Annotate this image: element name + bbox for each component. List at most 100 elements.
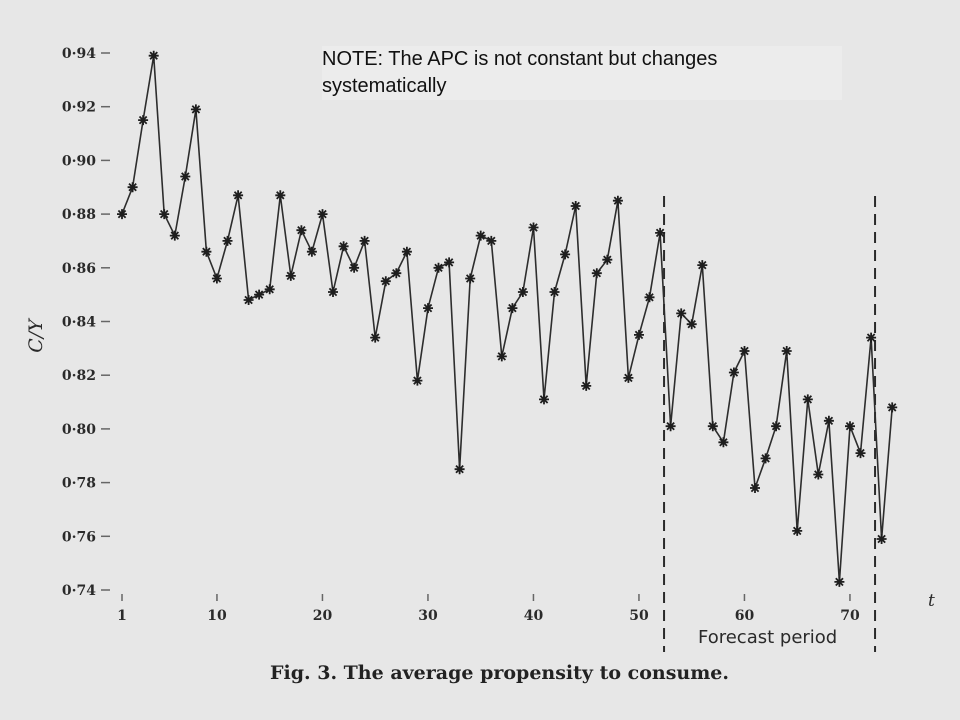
x-tick-label: 40: [524, 608, 544, 624]
data-point: [180, 171, 191, 182]
data-point: [190, 104, 201, 115]
data-point: [539, 394, 549, 405]
data-point: [686, 319, 697, 330]
data-point: [634, 329, 644, 340]
data-point: [391, 268, 402, 279]
data-point: [423, 303, 433, 314]
data-point: [771, 421, 782, 432]
data-point: [623, 372, 634, 383]
data-point: [359, 235, 370, 246]
data-point: [201, 246, 212, 257]
data-point: [834, 576, 845, 587]
data-point: [317, 209, 328, 220]
data-point: [465, 273, 476, 284]
data-point: [549, 287, 560, 297]
data-point: [496, 351, 507, 362]
data-point: [275, 190, 286, 201]
data-point: [401, 246, 412, 257]
data-point: [813, 469, 824, 480]
data-point: [159, 209, 170, 220]
x-tick-label: 30: [418, 608, 438, 624]
y-tick-label: 0·80: [62, 422, 96, 438]
data-point: [792, 525, 803, 536]
data-point: [433, 262, 444, 273]
data-point: [855, 448, 866, 459]
data-point: [285, 270, 296, 281]
x-tick-label: 50: [629, 608, 649, 624]
data-point: [760, 453, 771, 464]
data-point: [802, 394, 813, 405]
data-point: [697, 260, 708, 271]
data-point: [823, 415, 834, 426]
data-point: [211, 273, 222, 284]
y-tick-label: 0·84: [62, 315, 96, 331]
y-tick-label: 0·76: [62, 529, 96, 545]
y-axis-label: C/Y: [25, 317, 47, 353]
x-tick-label: 1: [117, 608, 127, 624]
data-point: [127, 182, 138, 193]
data-point: [138, 115, 149, 126]
data-point: [570, 201, 581, 211]
data-point: [296, 225, 307, 236]
data-point: [486, 235, 497, 246]
y-tick-label: 0·74: [62, 583, 96, 599]
data-point: [444, 257, 455, 268]
data-point: [591, 268, 602, 279]
series-line: [121, 55, 893, 582]
data-point: [845, 421, 855, 432]
data-point: [370, 332, 381, 343]
data-point: [612, 195, 623, 206]
y-axis-ticks: 0·74 0·76 0·78 0·80 0·82 0·84 0·86 0·88 0·90 0·92…: [62, 46, 110, 599]
data-point: [739, 346, 750, 356]
data-point: [169, 230, 180, 241]
y-tick-label: 0·82: [62, 368, 96, 384]
x-tick-label: 60: [735, 608, 755, 624]
data-points: [117, 50, 898, 587]
data-point: [254, 289, 265, 300]
data-point: [380, 276, 391, 287]
data-point: [454, 464, 465, 475]
data-point: [644, 292, 655, 303]
data-point: [602, 254, 613, 265]
data-point: [528, 222, 539, 233]
y-tick-label: 0·78: [62, 476, 96, 492]
data-point: [876, 534, 887, 544]
data-point: [243, 295, 254, 305]
data-point: [349, 262, 360, 273]
data-point: [117, 209, 127, 220]
x-axis-ticks: 1 10 20 30 40 50 60 70: [117, 594, 860, 624]
forecast-bounds: [663, 196, 877, 652]
data-point: [560, 249, 571, 260]
data-point: [507, 303, 518, 314]
data-point: [328, 287, 338, 297]
x-axis-label: t: [928, 591, 935, 611]
data-point: [475, 230, 486, 241]
data-point: [233, 190, 244, 201]
data-point: [306, 246, 317, 257]
data-point: [718, 437, 729, 448]
data-point: [264, 284, 275, 295]
y-tick-label: 0·92: [62, 100, 96, 116]
x-tick-label: 10: [207, 608, 227, 624]
x-tick-label: 70: [840, 608, 860, 624]
data-point: [707, 421, 718, 432]
x-tick-label: 20: [313, 608, 333, 624]
data-point: [676, 308, 687, 319]
data-point: [338, 241, 349, 252]
note-text: NOTE: The APC is not constant but change…: [322, 46, 842, 100]
data-point: [412, 375, 423, 386]
data-point: [728, 367, 739, 378]
data-point: [887, 402, 898, 413]
data-point: [655, 227, 666, 238]
data-point: [866, 332, 877, 343]
data-point: [581, 380, 592, 391]
figure-caption: Fig. 3. The average propensity to consum…: [270, 662, 729, 684]
y-tick-label: 0·90: [62, 153, 96, 169]
data-point: [750, 483, 760, 493]
data-point: [517, 287, 528, 297]
data-point: [665, 421, 676, 432]
y-tick-label: 0·94: [62, 46, 96, 62]
data-point: [781, 346, 792, 356]
